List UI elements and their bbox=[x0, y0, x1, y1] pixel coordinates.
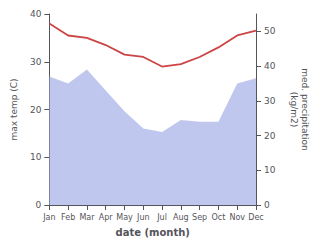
svg-text:date (month): date (month) bbox=[115, 227, 189, 238]
svg-text:max temp (C): max temp (C) bbox=[9, 78, 19, 140]
svg-text:Aug: Aug bbox=[173, 213, 189, 222]
svg-text:0: 0 bbox=[36, 200, 42, 210]
svg-text:May: May bbox=[116, 213, 133, 222]
svg-text:40: 40 bbox=[264, 61, 276, 71]
svg-text:Jul: Jul bbox=[156, 213, 167, 222]
svg-text:Jan: Jan bbox=[42, 213, 55, 222]
svg-text:0: 0 bbox=[264, 200, 270, 210]
svg-text:Apr: Apr bbox=[99, 213, 114, 222]
svg-text:10: 10 bbox=[30, 152, 42, 162]
svg-text:Feb: Feb bbox=[61, 213, 75, 222]
svg-text:Nov: Nov bbox=[229, 213, 245, 222]
svg-text:Sep: Sep bbox=[192, 213, 207, 222]
svg-text:30: 30 bbox=[264, 96, 276, 106]
svg-text:(kg/m2): (kg/m2) bbox=[289, 92, 299, 127]
svg-text:Jun: Jun bbox=[136, 213, 150, 222]
svg-text:50: 50 bbox=[264, 26, 276, 36]
svg-text:40: 40 bbox=[30, 9, 42, 19]
svg-text:med. precipitation: med. precipitation bbox=[300, 68, 310, 150]
svg-text:Dec: Dec bbox=[248, 213, 263, 222]
svg-text:30: 30 bbox=[30, 57, 42, 67]
svg-text:20: 20 bbox=[30, 105, 42, 115]
svg-text:Oct: Oct bbox=[212, 213, 226, 222]
svg-text:Mar: Mar bbox=[79, 213, 95, 222]
svg-text:20: 20 bbox=[264, 131, 276, 141]
svg-text:10: 10 bbox=[264, 165, 276, 175]
